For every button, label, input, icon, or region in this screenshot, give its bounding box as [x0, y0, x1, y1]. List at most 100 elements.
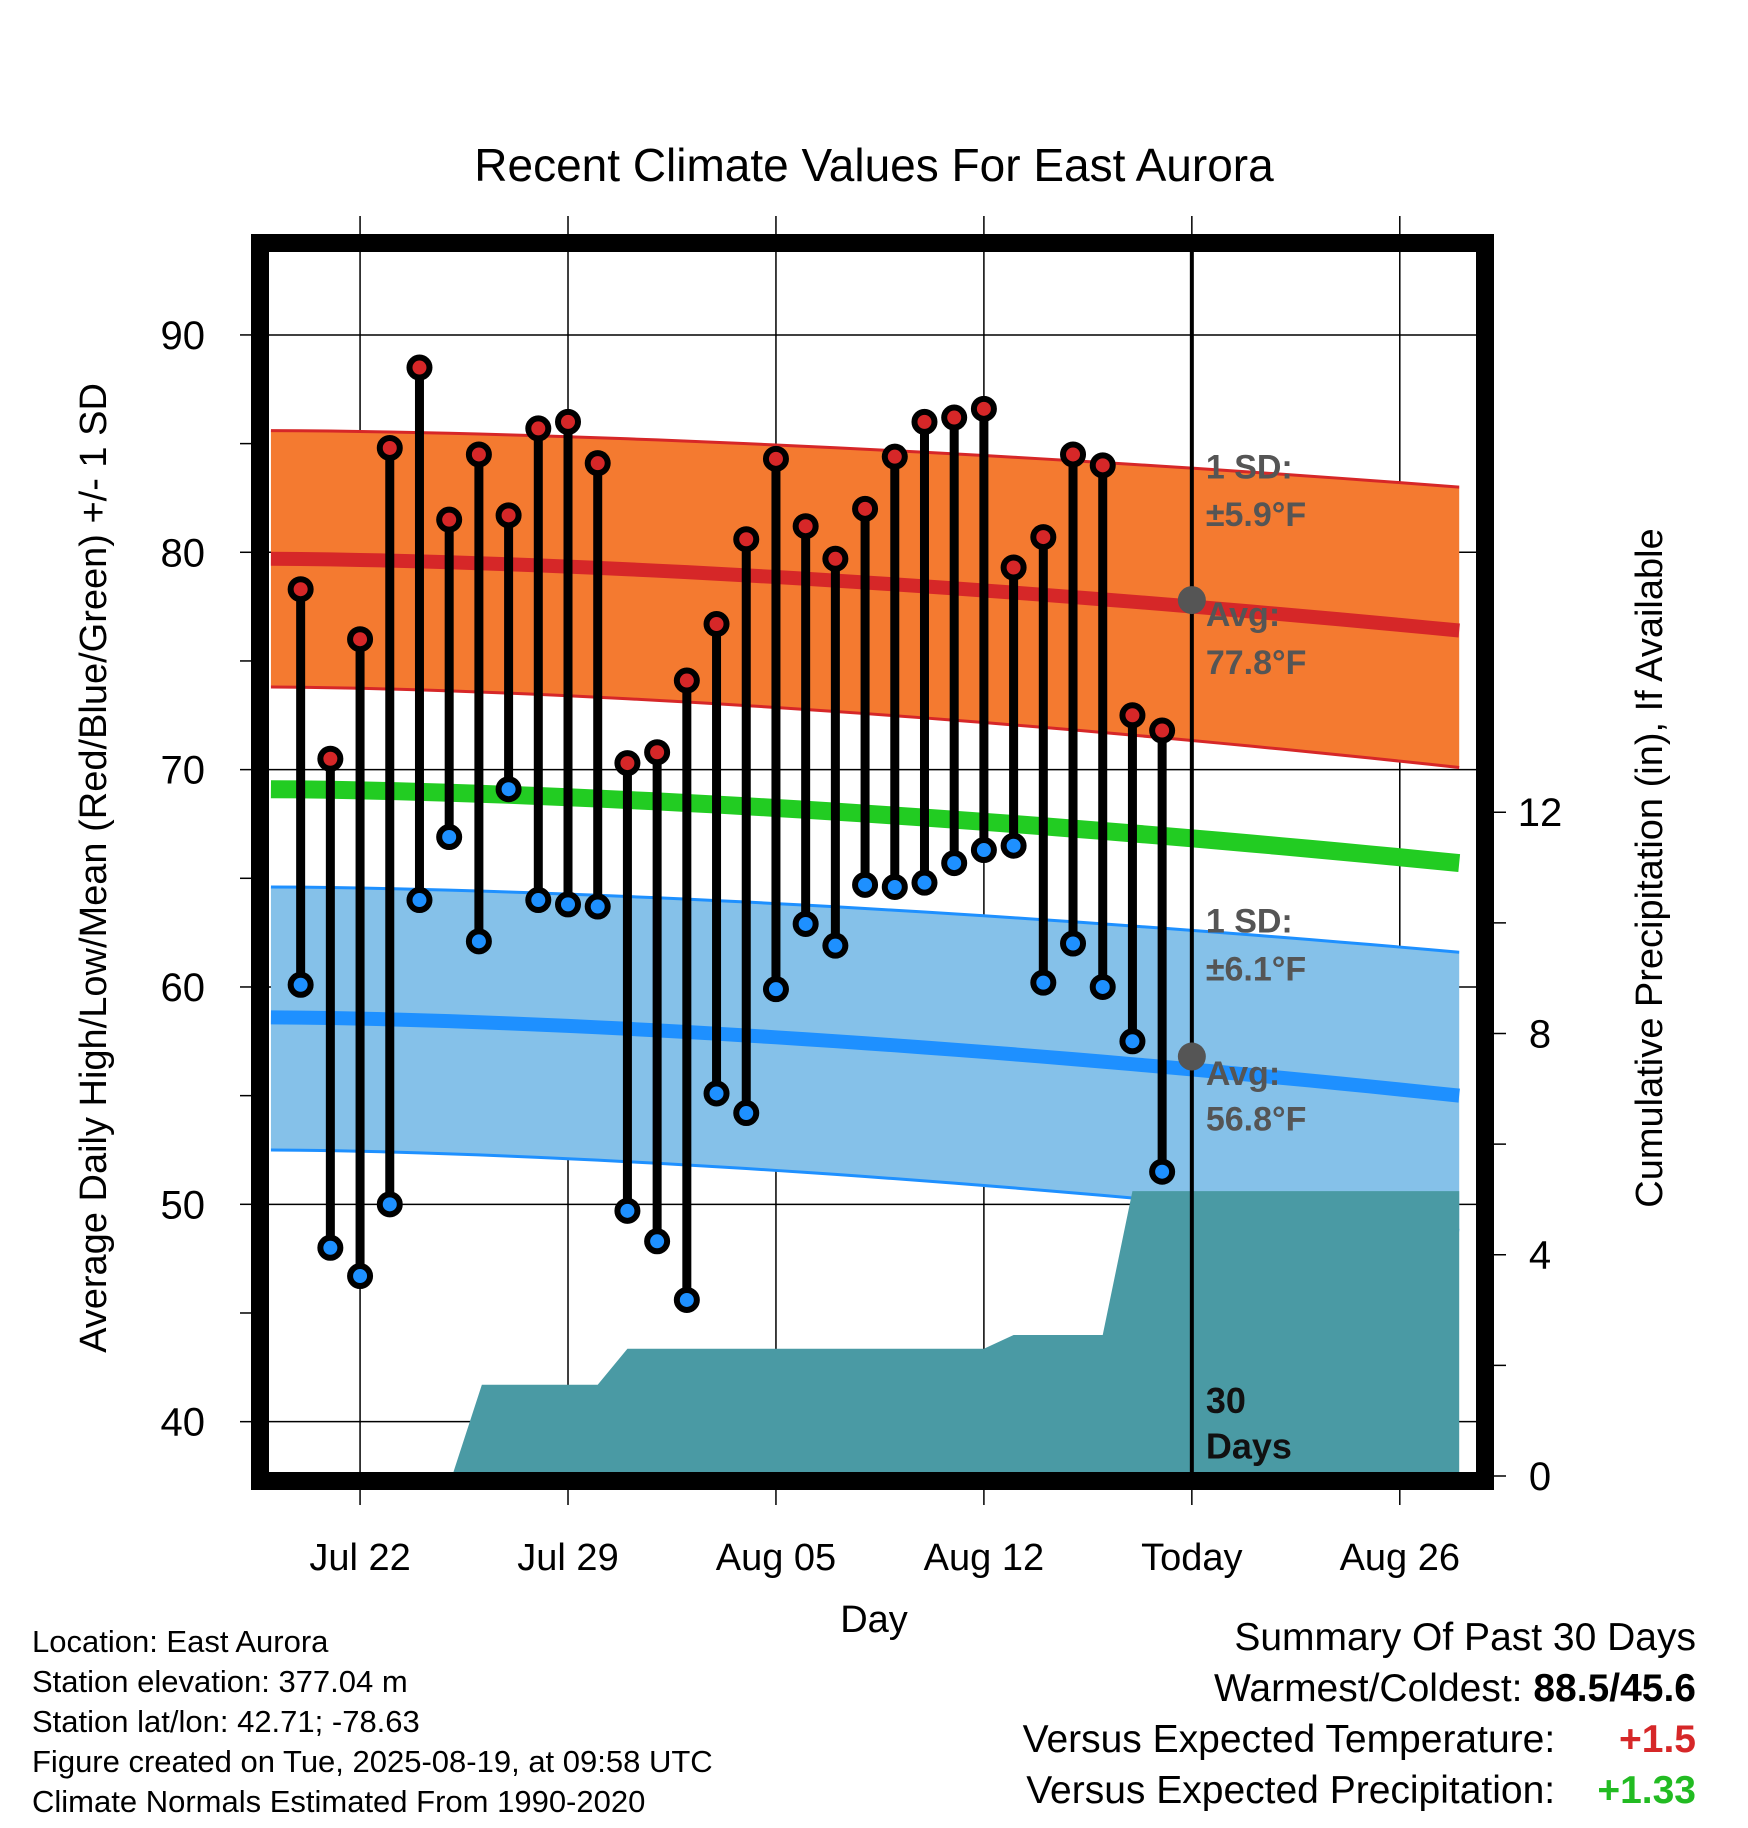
low-point: [970, 837, 997, 864]
low-point: [822, 932, 849, 959]
low-point: [1030, 969, 1057, 996]
y2-tick-label: 8: [1529, 1012, 1551, 1056]
low-point: [792, 910, 819, 937]
normals-text: Climate Normals Estimated From 1990-2020: [32, 1784, 646, 1819]
low-point: [1089, 973, 1116, 1000]
low-point: [1149, 1158, 1176, 1185]
high-point: [376, 434, 403, 461]
high-point: [555, 408, 582, 435]
high-point: [762, 445, 789, 472]
high-point: [465, 441, 492, 468]
y-axis-label: Average Daily High/Low/Mean (Red/Blue/Gr…: [73, 383, 115, 1353]
high-point: [852, 495, 879, 522]
x-tick-label: Jul 29: [517, 1537, 618, 1579]
y2-tick-label: 12: [1518, 791, 1563, 835]
low-avg-label: Avg:: [1206, 1055, 1280, 1093]
low-avg-marker: [1177, 1042, 1206, 1071]
high-point: [881, 443, 908, 470]
y-tick-label: 80: [161, 531, 206, 575]
summary-title: Summary Of Past 30 Days: [1234, 1616, 1696, 1659]
high-point: [970, 395, 997, 422]
high-point: [347, 626, 374, 653]
high-point: [614, 750, 641, 777]
high-point: [822, 545, 849, 572]
low-point: [911, 869, 938, 896]
high-avg-marker: [1177, 586, 1206, 615]
high-point: [1000, 554, 1027, 581]
high-point: [1030, 524, 1057, 551]
x-tick-label: Jul 22: [309, 1537, 410, 1579]
low-point: [376, 1191, 403, 1218]
low-point: [555, 891, 582, 918]
low-point: [762, 976, 789, 1003]
x-tick-label: Aug 12: [924, 1537, 1044, 1579]
low-point: [584, 893, 611, 920]
y-tick-label: 90: [161, 314, 206, 358]
high-avg-value: 77.8°F: [1206, 644, 1307, 682]
latlon-text: Station lat/lon: 42.71; -78.63: [32, 1704, 420, 1739]
station-info: Location: East Aurora Station elevation:…: [32, 1622, 713, 1822]
temp-value: +1.5: [1619, 1718, 1696, 1761]
low-point: [287, 971, 314, 998]
low-sd-value: ±6.1°F: [1206, 950, 1306, 988]
high-point: [911, 408, 938, 435]
created-text: Figure created on Tue, 2025-08-19, at 09…: [32, 1744, 713, 1779]
x-axis-label: Day: [840, 1599, 908, 1641]
low-point: [406, 887, 433, 914]
low-point: [673, 1286, 700, 1313]
high-point: [495, 502, 522, 529]
high-point: [584, 450, 611, 477]
high-point: [287, 576, 314, 603]
low-point: [525, 887, 552, 914]
low-point: [317, 1234, 344, 1261]
low-point: [1000, 832, 1027, 859]
high-point: [673, 667, 700, 694]
temp-label: Versus Expected Temperature:: [1022, 1718, 1556, 1761]
chart-title: Recent Climate Values For East Aurora: [474, 139, 1274, 191]
low-normal-line: [270, 1010, 1460, 1103]
precipitation-area: [452, 1191, 1460, 1476]
x-tick-label: Aug 26: [1340, 1537, 1460, 1579]
period-unit-label: Days: [1206, 1426, 1292, 1467]
high-point: [1060, 441, 1087, 468]
high-point: [1089, 452, 1116, 479]
high-point: [703, 611, 730, 638]
low-point: [644, 1228, 671, 1255]
y-tick-label: 40: [161, 1401, 206, 1445]
high-point: [317, 745, 344, 772]
summary-temp-row: Versus Expected Temperature: +1.5: [1023, 1714, 1696, 1765]
warm-cold-value: 88.5/45.6: [1533, 1667, 1696, 1710]
low-point: [1060, 930, 1087, 957]
high-point: [406, 354, 433, 381]
plot-frame: [251, 234, 1494, 1490]
high-sd-value: ±5.9°F: [1206, 496, 1306, 534]
low-avg-value: 56.8°F: [1206, 1100, 1307, 1138]
high-sd-label: 1 SD:: [1206, 448, 1293, 486]
summary-warm-cold-row: Warmest/Coldest: 88.5/45.6: [1023, 1663, 1696, 1714]
y-tick-label: 50: [161, 1183, 206, 1227]
summary-precip-row: Versus Expected Precipitation: +1.33: [1023, 1765, 1696, 1816]
low-sd-label: 1 SD:: [1206, 903, 1293, 941]
x-tick-label: Aug 05: [716, 1537, 836, 1579]
summary-panel: Summary Of Past 30 Days Warmest/Coldest:…: [1023, 1612, 1696, 1816]
period-count-label: 30: [1206, 1380, 1246, 1421]
high-point: [1149, 717, 1176, 744]
high-sd-band-upper-edge: [270, 429, 1460, 489]
low-point: [733, 1100, 760, 1127]
high-point: [733, 526, 760, 553]
low-point: [614, 1197, 641, 1224]
high-point: [1119, 702, 1146, 729]
location-text: Location: East Aurora: [32, 1624, 329, 1659]
high-point: [941, 404, 968, 431]
elevation-text: Station elevation: 377.04 m: [32, 1664, 408, 1699]
low-point: [1119, 1028, 1146, 1055]
high-avg-label: Avg:: [1206, 596, 1280, 634]
low-point: [465, 928, 492, 955]
warm-cold-label: Warmest/Coldest:: [1214, 1667, 1523, 1710]
y-tick-label: 70: [161, 749, 206, 793]
y-tick-label: 60: [161, 966, 206, 1010]
y2-tick-label: 4: [1529, 1234, 1551, 1278]
low-point: [881, 873, 908, 900]
precip-value: +1.33: [1597, 1769, 1696, 1812]
